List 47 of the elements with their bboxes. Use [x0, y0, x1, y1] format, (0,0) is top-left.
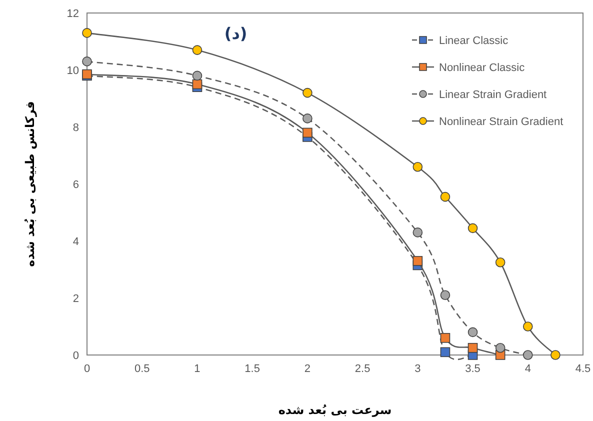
point	[82, 28, 92, 38]
point	[192, 79, 202, 90]
y-axis-title: فرکانس طبیعی بی بُعد شده	[23, 101, 37, 267]
point	[412, 162, 423, 172]
point	[495, 257, 506, 268]
y-tick-label: 2	[72, 293, 79, 305]
legend-label: Nonlinear Strain Gradient	[439, 116, 564, 128]
point	[412, 256, 423, 266]
y-tick-label: 8	[72, 122, 79, 134]
x-tick-label: 3.5	[465, 363, 480, 375]
point	[468, 223, 478, 234]
point	[440, 333, 450, 343]
point	[550, 350, 560, 360]
x-tick-label: 2	[304, 363, 311, 375]
x-axis-title: سرعت بی بُعد شده	[278, 403, 392, 417]
y-tick-label: 0	[72, 350, 79, 362]
x-tick-label: 2.5	[354, 363, 370, 375]
point	[192, 45, 202, 55]
point	[468, 342, 478, 353]
x-tick-label: 0	[84, 363, 90, 375]
x-tick-label: 4.5	[575, 363, 591, 375]
point	[468, 327, 478, 338]
point	[192, 70, 202, 81]
y-tick-label: 12	[66, 8, 79, 20]
point	[82, 56, 92, 66]
point	[302, 114, 312, 124]
point	[440, 347, 450, 358]
point	[302, 88, 312, 98]
x-tick-label: 0.5	[134, 363, 150, 375]
point	[302, 128, 312, 138]
x-tick-label: 4	[524, 363, 531, 375]
legend-label: Linear Classic	[439, 35, 509, 47]
point	[495, 342, 506, 353]
x-tick-label: 1	[194, 363, 200, 375]
legend-label: Nonlinear Classic	[439, 62, 526, 74]
y-tick-label: 6	[72, 179, 79, 191]
x-tick-label: 3	[414, 363, 421, 375]
y-tick-label: 4	[72, 236, 79, 248]
point	[440, 192, 450, 202]
point	[522, 350, 533, 360]
annotation: (د)	[224, 24, 248, 43]
point	[440, 290, 450, 300]
x-tick-label: 1.5	[244, 363, 260, 375]
point	[412, 228, 423, 238]
y-tick-label: 10	[66, 65, 79, 77]
legend-label: Linear Strain Gradient	[439, 89, 547, 101]
point	[522, 322, 533, 332]
